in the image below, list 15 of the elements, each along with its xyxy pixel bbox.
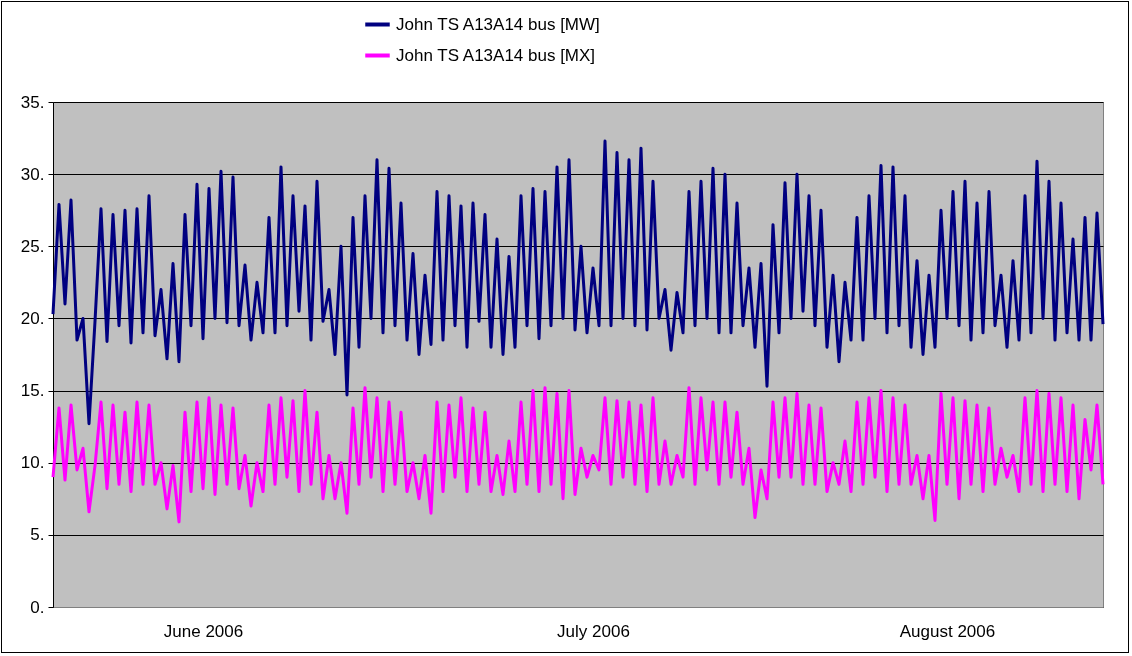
y-tick-label: 5.	[30, 525, 45, 545]
y-tick-label: 25.	[20, 236, 45, 256]
y-tick-label: 15.	[20, 381, 45, 401]
line-series	[51, 386, 1105, 524]
y-tick-label: 30.	[20, 164, 45, 184]
line-series	[51, 139, 1105, 426]
x-tick-label: June 2006	[163, 621, 244, 641]
y-tick-label: 0.	[30, 597, 45, 617]
y-tick-label: 20.	[20, 308, 45, 328]
x-tick-label: August 2006	[899, 621, 996, 641]
legend-label: John TS A13A14 bus [MW]	[396, 14, 600, 34]
y-tick-label: 10.	[20, 453, 45, 473]
legend-label: John TS A13A14 bus [MX]	[396, 45, 596, 65]
x-tick-label: July 2006	[557, 621, 630, 641]
y-tick-label: 35.	[20, 92, 45, 112]
